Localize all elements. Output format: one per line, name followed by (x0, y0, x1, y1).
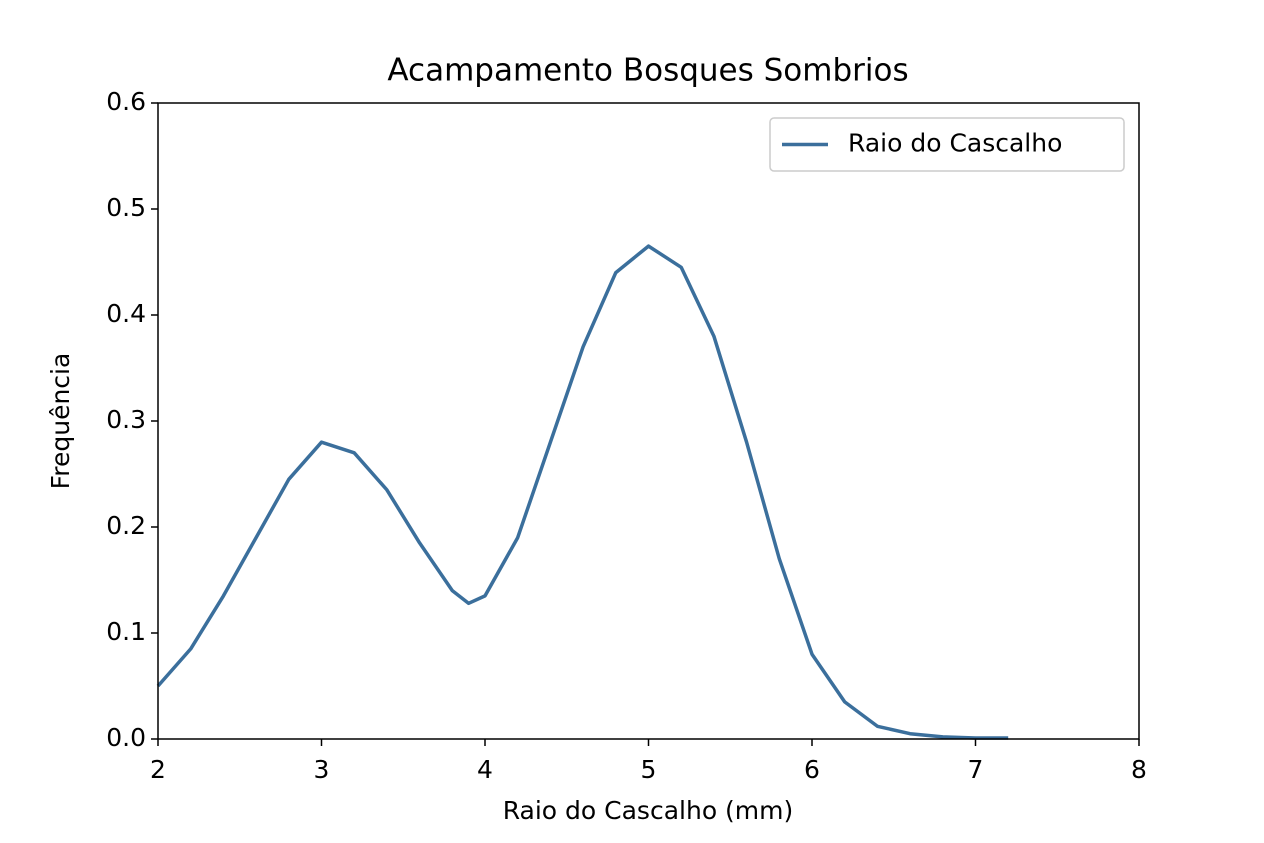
chart-title: Acampamento Bosques Sombrios (387, 53, 908, 89)
legend-label: Raio do Cascalho (848, 129, 1062, 158)
y-tick-label: 0.6 (106, 87, 146, 116)
x-tick-label: 4 (477, 755, 493, 784)
x-tick-label: 2 (150, 755, 166, 784)
x-tick-label: 6 (804, 755, 820, 784)
y-tick-label: 0.2 (106, 511, 146, 540)
y-axis-label: Frequência (46, 353, 75, 490)
x-tick-label: 5 (641, 755, 657, 784)
plot-frame (157, 102, 1140, 740)
y-tick-label: 0.0 (106, 723, 146, 752)
x-axis-label: Raio do Cascalho (mm) (503, 796, 794, 825)
x-tick-label: 8 (1131, 755, 1147, 784)
x-tick-label: 3 (314, 755, 330, 784)
y-tick-label: 0.3 (106, 405, 146, 434)
x-tick-label: 7 (968, 755, 984, 784)
legend-box (769, 117, 1125, 172)
y-tick-label: 0.4 (106, 299, 146, 328)
y-tick-label: 0.1 (106, 617, 146, 646)
data-line (156, 244, 1009, 740)
y-tick-label: 0.5 (106, 193, 146, 222)
